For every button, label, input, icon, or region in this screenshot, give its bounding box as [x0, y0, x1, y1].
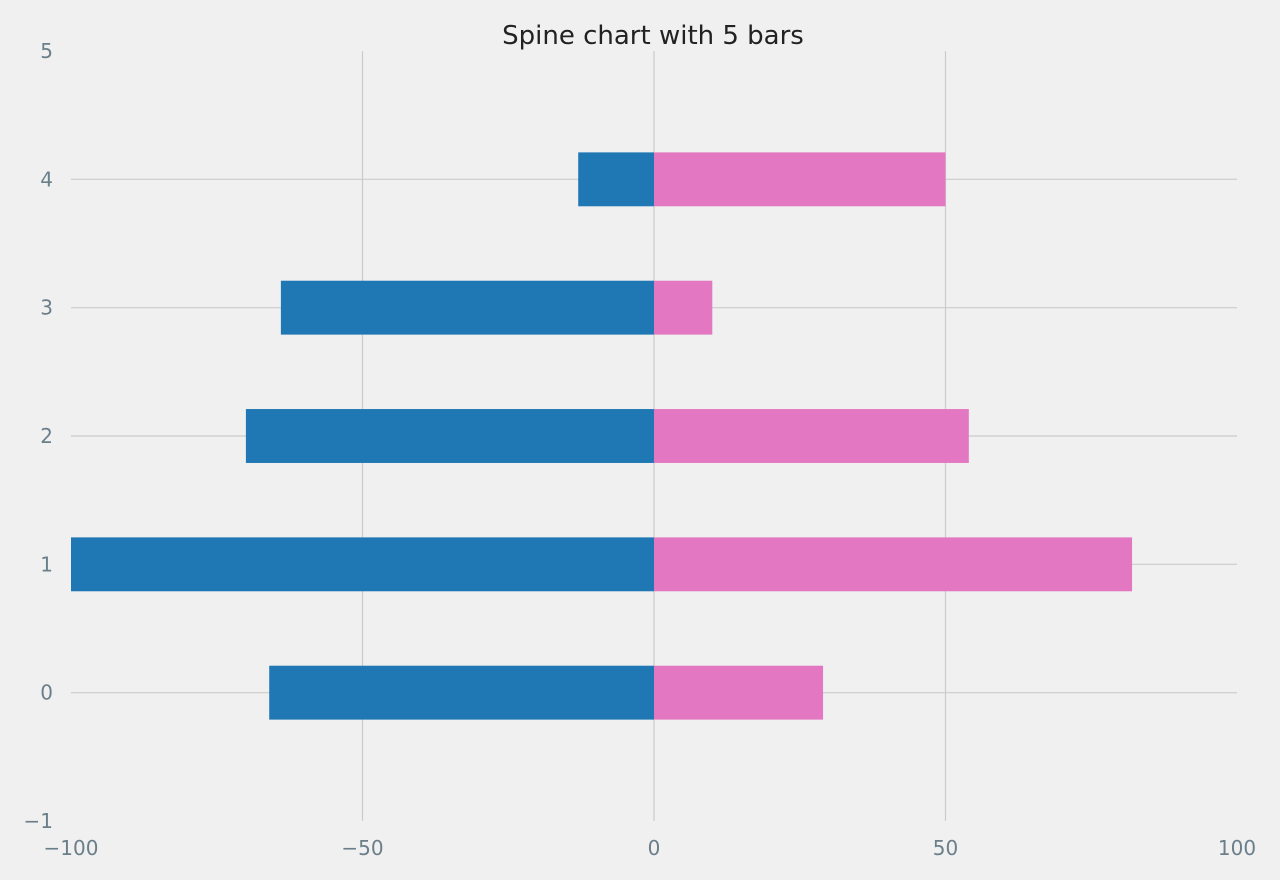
y-tick-label: 0	[40, 681, 53, 705]
x-tick-label: −50	[341, 836, 383, 860]
bar-series-0-cat-1	[71, 537, 654, 592]
bar-series-1-cat-1	[654, 537, 1133, 592]
bar-series-1-cat-0	[654, 665, 824, 720]
bar-series-0-cat-3	[280, 280, 654, 335]
bar-series-0-cat-0	[269, 665, 654, 720]
x-tick-label: 50	[933, 836, 958, 860]
y-tick-label: 2	[40, 424, 53, 448]
tick-labels: −100 −50 0 50 100 −1 0 1 2 3 4 5	[24, 39, 1257, 860]
x-tick-label: 100	[1218, 836, 1256, 860]
bar-series-0-cat-4	[578, 152, 654, 207]
x-tick-label: −100	[44, 836, 99, 860]
bar-series-1-cat-3	[654, 280, 713, 335]
bar-series-0-cat-2	[245, 409, 654, 463]
chart-title: Spine chart with 5 bars	[502, 21, 804, 51]
y-tick-label: 3	[40, 296, 53, 320]
bar-series-1-cat-4	[654, 152, 946, 207]
bars	[71, 152, 1133, 720]
bar-series-1-cat-2	[654, 409, 969, 463]
y-tick-label: 5	[40, 39, 53, 63]
y-tick-label: 1	[40, 552, 53, 576]
y-tick-label: −1	[24, 809, 53, 833]
x-tick-label: 0	[648, 836, 661, 860]
y-tick-label: 4	[40, 167, 53, 191]
